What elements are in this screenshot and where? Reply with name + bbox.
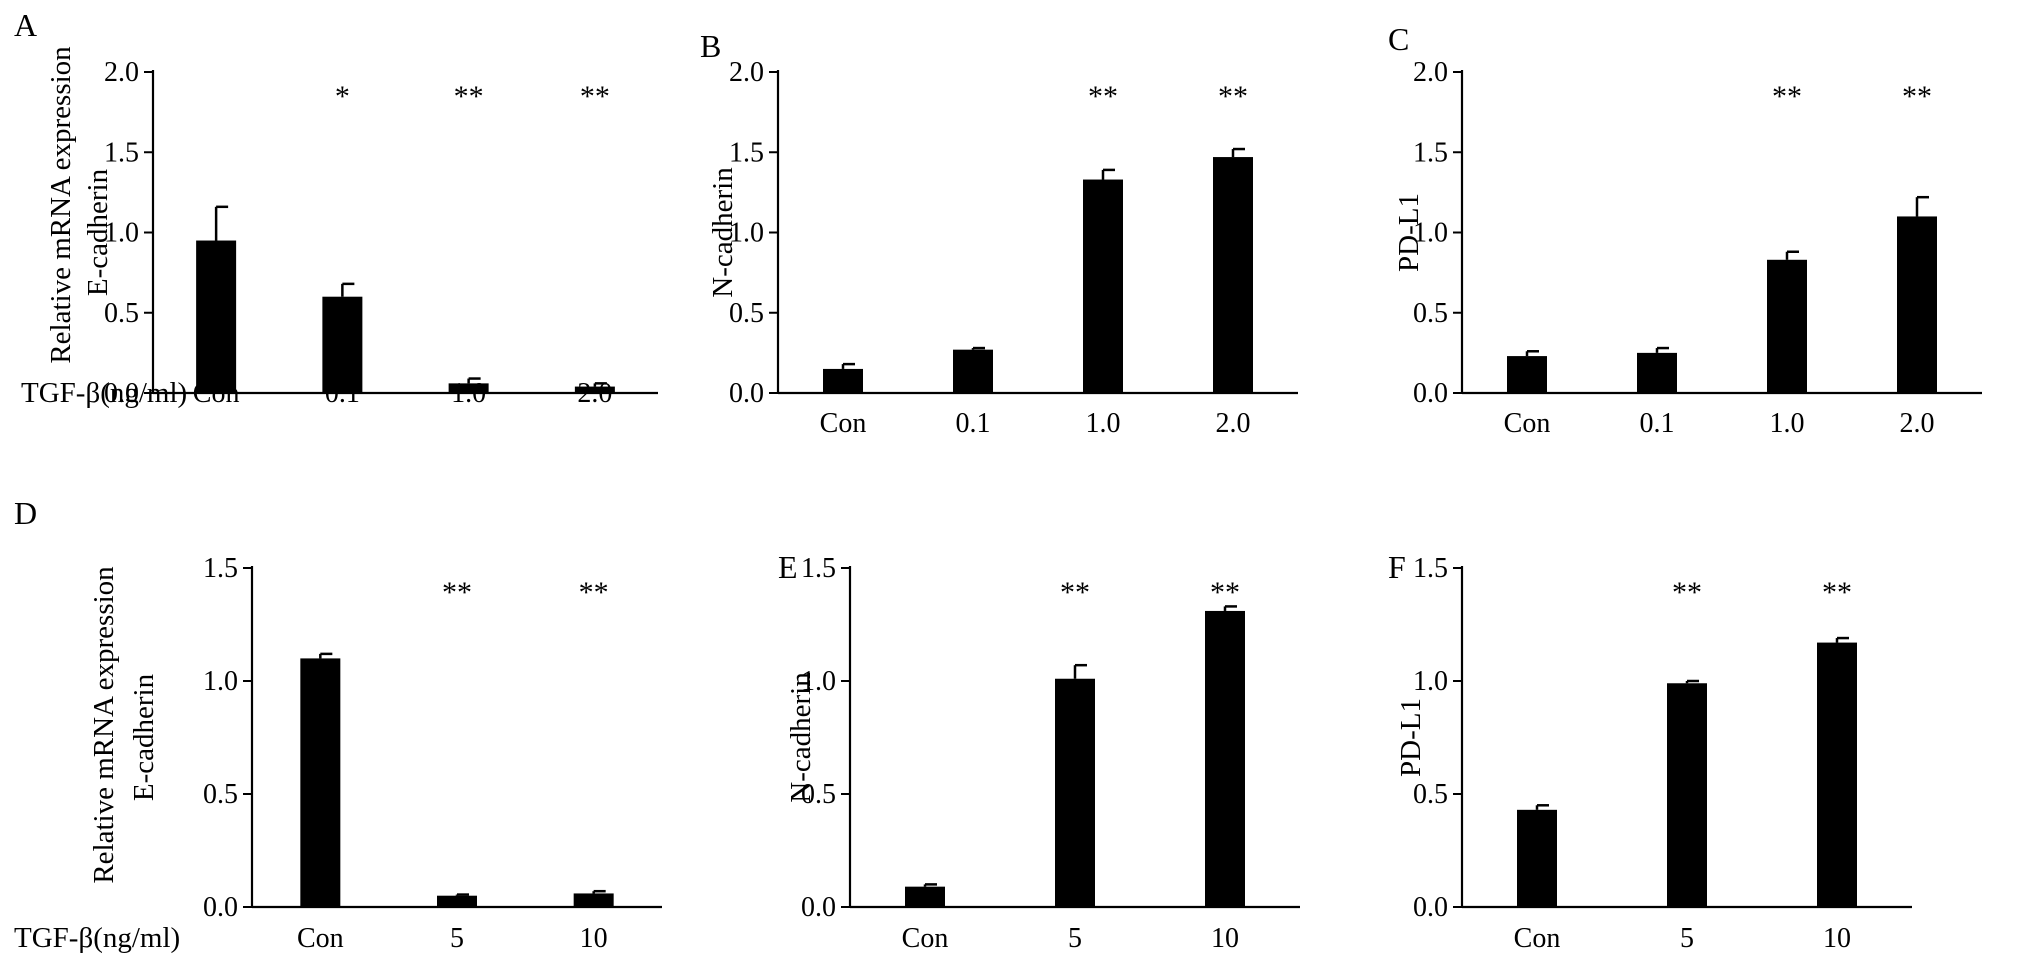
y-tick-label-c: 1.0 [1413, 218, 1448, 249]
category-label-a: 0.1 [325, 378, 360, 409]
bar-c [1767, 259, 1807, 393]
y-axis-label-e: N-cadherin [785, 672, 817, 803]
bar-f [1517, 809, 1557, 907]
significance-marker-a: ** [454, 80, 484, 113]
bar-f [1817, 642, 1857, 907]
bar-d [437, 895, 477, 907]
category-label-d: 5 [450, 923, 464, 954]
y-tick-label-a: 1.0 [104, 218, 139, 249]
bar-d [300, 658, 341, 907]
category-label-b: Con [820, 408, 867, 439]
category-label-b: 0.1 [956, 408, 991, 439]
y-tick-label-b: 0.5 [729, 298, 764, 329]
category-label-d: Con [297, 923, 344, 954]
y-tick-label-c: 0.0 [1413, 378, 1448, 409]
y-tick-label-c: 0.5 [1413, 298, 1448, 329]
panel-label-f: F [1388, 549, 1406, 585]
significance-marker-e: ** [1060, 576, 1090, 609]
category-label-c: 1.0 [1770, 408, 1805, 439]
y-tick-label-b: 0.0 [729, 378, 764, 409]
category-label-c: Con [1504, 408, 1551, 439]
bar-c [1637, 352, 1677, 393]
y-tick-label-d: 0.5 [203, 779, 238, 810]
bar-a [196, 240, 237, 393]
y-tick-label-a: 0.5 [104, 298, 139, 329]
bar-a [322, 296, 363, 393]
y-tick-label-e: 0.0 [801, 892, 836, 923]
bar-a [574, 386, 615, 393]
y-axis-label-d: E-cadherin [128, 673, 160, 801]
y-tick-label-b: 2.0 [729, 57, 764, 88]
bar-e [1205, 610, 1245, 907]
category-label-c: 2.0 [1900, 408, 1935, 439]
y-tick-label-a: 2.0 [104, 57, 139, 88]
category-label-e: Con [902, 923, 949, 954]
category-label-e: 10 [1211, 923, 1239, 954]
panel-label-c: C [1388, 21, 1409, 57]
y-tick-label-d: 1.0 [203, 666, 238, 697]
y-tick-label-e: 1.5 [801, 553, 836, 584]
significance-marker-e: ** [1210, 576, 1240, 609]
category-label-a: Con [193, 378, 240, 409]
y-tick-label-c: 1.5 [1413, 137, 1448, 168]
shared-ylabel-top: Relative mRNA expression [45, 46, 77, 364]
bar-e [905, 886, 945, 907]
significance-marker-d: ** [442, 576, 472, 609]
y-tick-label-e: 0.5 [801, 779, 836, 810]
bar-e [1055, 678, 1095, 907]
panel-label-a: A [14, 7, 37, 43]
bar-c [1507, 356, 1547, 393]
y-tick-label-f: 0.0 [1413, 892, 1448, 923]
row-label-bottom: TGF-β(ng/ml) [14, 922, 180, 954]
category-label-b: 2.0 [1216, 408, 1251, 439]
significance-marker-a: * [335, 80, 350, 113]
category-label-e: 5 [1068, 923, 1082, 954]
panel-label-d: D [14, 495, 37, 531]
category-label-f: 5 [1680, 923, 1694, 954]
y-tick-label-d: 0.0 [203, 892, 238, 923]
category-label-a: 2.0 [577, 378, 612, 409]
y-tick-label-f: 1.0 [1413, 666, 1448, 697]
category-label-d: 10 [580, 923, 608, 954]
bar-b [1213, 157, 1253, 393]
significance-marker-b: ** [1218, 80, 1248, 113]
bar-b [953, 349, 993, 393]
y-tick-label-e: 1.0 [801, 666, 836, 697]
category-label-f: 10 [1823, 923, 1851, 954]
y-axis-label-a: E-cadherin [82, 168, 114, 296]
bar-a [448, 383, 489, 393]
y-tick-label-d: 1.5 [203, 553, 238, 584]
bar-b [1083, 179, 1123, 393]
bar-d [573, 893, 614, 907]
bar-b [823, 368, 863, 393]
significance-marker-d: ** [579, 576, 609, 609]
y-tick-label-b: 1.0 [729, 218, 764, 249]
y-axis-label-b: N-cadherin [707, 167, 739, 298]
significance-marker-b: ** [1088, 80, 1118, 113]
significance-marker-f: ** [1822, 576, 1852, 609]
y-tick-label-a: 0.0 [104, 378, 139, 409]
y-tick-label-a: 1.5 [104, 137, 139, 168]
category-label-c: 0.1 [1640, 408, 1675, 439]
y-tick-label-b: 1.5 [729, 137, 764, 168]
significance-marker-a: ** [580, 80, 610, 113]
panel-label-e: E [778, 549, 798, 585]
significance-marker-f: ** [1672, 576, 1702, 609]
y-tick-label-f: 1.5 [1413, 553, 1448, 584]
category-label-b: 1.0 [1086, 408, 1121, 439]
panel-label-b: B [700, 28, 721, 64]
bar-f [1667, 683, 1707, 907]
y-tick-label-c: 2.0 [1413, 57, 1448, 88]
significance-marker-c: ** [1772, 80, 1802, 113]
y-axis-label-c: PD-L1 [1393, 193, 1425, 272]
y-tick-label-f: 0.5 [1413, 779, 1448, 810]
y-axis-label-f: PD-L1 [1395, 698, 1427, 777]
shared-ylabel-bottom: Relative mRNA expression [88, 566, 120, 884]
category-label-f: Con [1514, 923, 1561, 954]
significance-marker-c: ** [1902, 80, 1932, 113]
category-label-a: 1.0 [451, 378, 486, 409]
bar-c [1897, 216, 1937, 393]
